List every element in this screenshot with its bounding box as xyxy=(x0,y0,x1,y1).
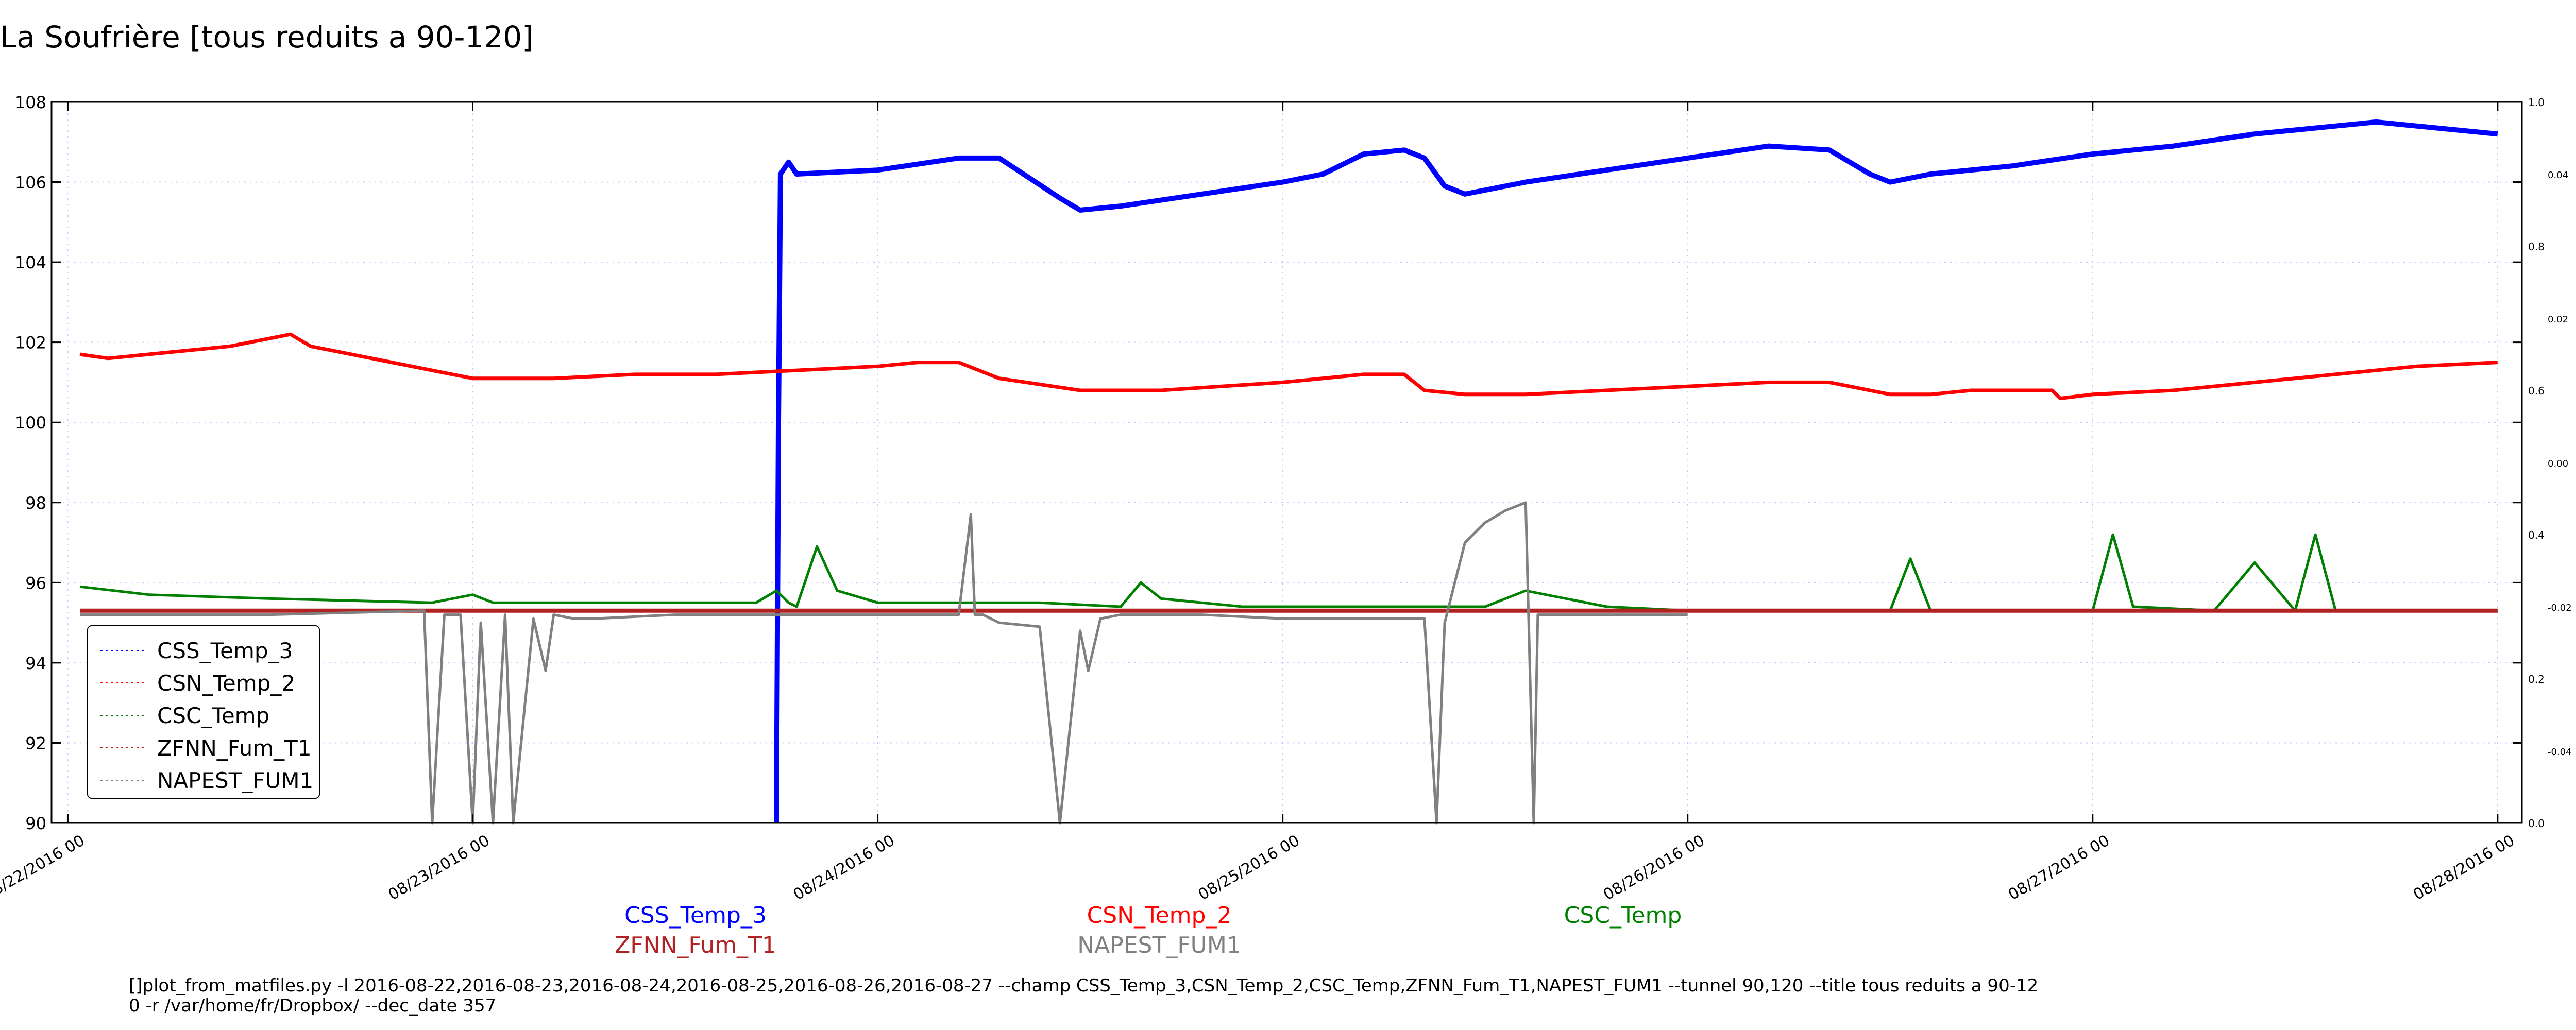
right-inner-axis-tick-label: 0.00 xyxy=(2548,458,2568,469)
series-caption: CSS_Temp_3 xyxy=(624,902,767,929)
y-tick-label: 92 xyxy=(25,733,46,753)
right-axis-tick-label: 0.8 xyxy=(2528,241,2545,253)
series-line-csc-temp xyxy=(79,533,2498,612)
x-tick-label: 08/24/2016 00 xyxy=(790,832,898,904)
legend-label: CSC_Temp xyxy=(157,703,269,728)
x-tick-label: 08/28/2016 00 xyxy=(2410,832,2518,904)
right-inner-axis-tick-label: -0.04 xyxy=(2548,747,2572,758)
right-inner-axis-tick-label: -0.02 xyxy=(2548,603,2572,613)
series-line-napest-fum1 xyxy=(80,501,1688,825)
series-line-csn-temp-2 xyxy=(79,332,2498,401)
y-tick-label: 104 xyxy=(15,253,46,272)
legend-box xyxy=(87,625,320,799)
x-tick-label: 08/25/2016 00 xyxy=(1195,832,1303,904)
right-inner-axis-tick-label: 0.04 xyxy=(2548,170,2568,181)
y-tick-label: 100 xyxy=(15,413,46,433)
command-line-text: []plot_from_matfiles.py -l 2016-08-22,20… xyxy=(129,975,2039,1017)
y-tick-label: 94 xyxy=(25,654,46,673)
series-caption: CSN_Temp_2 xyxy=(1087,902,1232,929)
right-axis-tick-label: 0.6 xyxy=(2528,385,2545,397)
right-axis-tick-label: 0.4 xyxy=(2528,529,2545,541)
legend-label: CSN_Temp_2 xyxy=(157,671,295,696)
chart-title: La Soufrière [tous reduits a 90-120] xyxy=(0,20,534,55)
series-line-css-temp-3 xyxy=(774,119,2498,823)
x-tick-label: 08/22/2016 00 xyxy=(0,832,88,904)
plot-frame xyxy=(50,101,2523,824)
series-caption: CSC_Temp xyxy=(1564,902,1682,929)
right-axis-tick-label: 1.0 xyxy=(2528,96,2545,109)
series-caption: ZFNN_Fum_T1 xyxy=(615,932,776,958)
y-tick-label: 90 xyxy=(25,814,46,833)
x-tick-label: 08/26/2016 00 xyxy=(1600,832,1708,904)
right-axis-tick-label: 0.0 xyxy=(2528,817,2545,830)
y-tick-label: 108 xyxy=(15,93,46,112)
x-tick-label: 08/23/2016 00 xyxy=(385,832,493,904)
right-axis-tick-label: 0.2 xyxy=(2528,673,2545,685)
y-tick-label: 106 xyxy=(15,173,46,193)
legend-label: CSS_Temp_3 xyxy=(157,638,293,663)
legend-label: ZFNN_Fum_T1 xyxy=(157,735,312,761)
y-tick-label: 98 xyxy=(25,493,46,513)
series-caption: NAPEST_FUM1 xyxy=(1077,932,1241,958)
y-tick-label: 102 xyxy=(15,333,46,353)
y-tick-label: 96 xyxy=(25,573,46,593)
x-tick-label: 08/27/2016 00 xyxy=(2005,832,2113,904)
right-inner-axis-tick-label: 0.02 xyxy=(2548,314,2568,325)
legend-label: NAPEST_FUM1 xyxy=(157,768,313,793)
